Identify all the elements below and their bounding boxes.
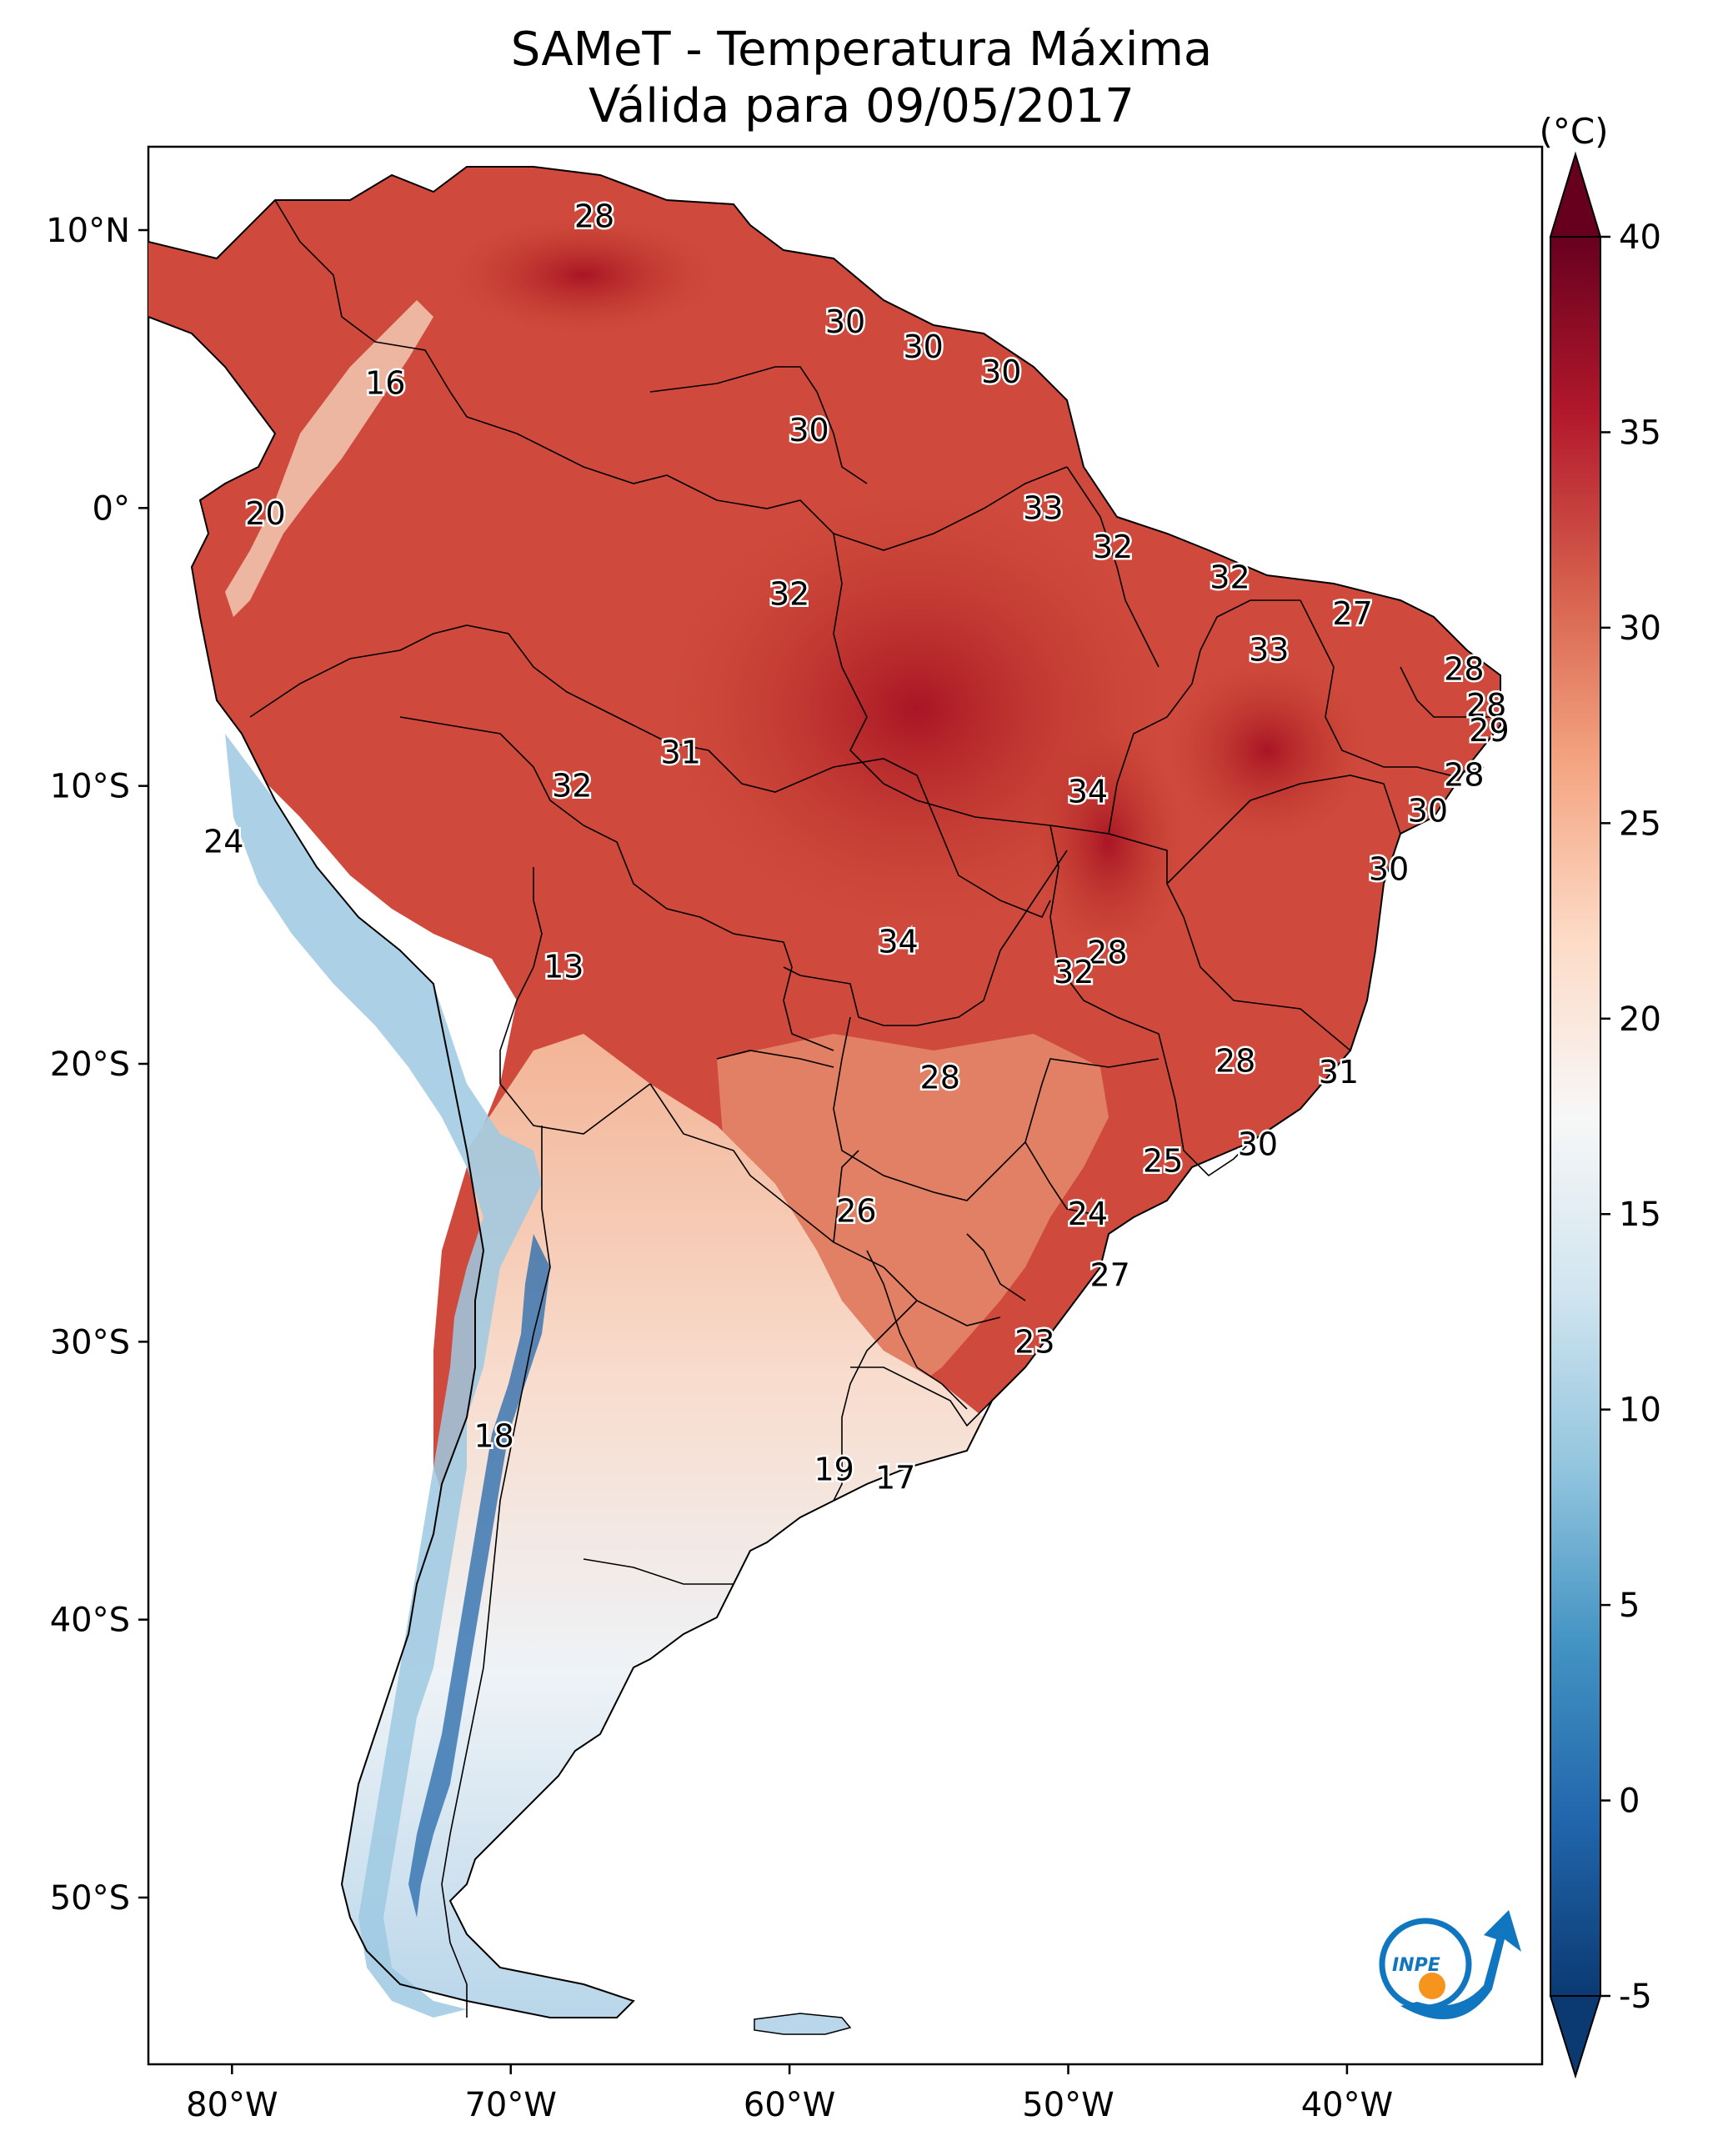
coastline — [148, 166, 1501, 2018]
temperature-label: 27 — [1332, 595, 1372, 632]
temperature-label: 28 — [1444, 756, 1484, 793]
lat-tick-label: 10°S — [50, 768, 130, 806]
temperature-field — [148, 166, 1501, 2035]
field-andes — [225, 734, 542, 2018]
lon-tick-label: 70°W — [464, 2086, 556, 2124]
latitude-axis: 10°N 0° 10°S 20°S 30°S 40°S 50°S — [46, 212, 148, 1918]
temperature-label: 30 — [1369, 851, 1409, 888]
colorbar-tick-label: -5 — [1619, 1978, 1652, 2016]
temperature-label: 32 — [1054, 954, 1094, 990]
colorbar-tick-label: 0 — [1619, 1782, 1640, 1821]
temperature-label: 30 — [1408, 793, 1448, 830]
lat-tick-label: 20°S — [50, 1045, 130, 1084]
hot-core-tocantins — [1034, 725, 1184, 959]
inpe-logo: INPE — [1379, 1910, 1521, 2019]
temperature-label: 16 — [365, 364, 405, 401]
logo-sun-icon — [1419, 1973, 1445, 1999]
temperature-label: 30 — [825, 303, 865, 340]
temperature-label: 33 — [1249, 631, 1289, 668]
temperature-label: 24 — [1068, 1196, 1108, 1232]
temperature-label: 17 — [875, 1460, 915, 1497]
temperature-label: 20 — [245, 495, 285, 532]
falkland-islands — [754, 2013, 852, 2035]
temperature-label: 30 — [1238, 1126, 1278, 1163]
temperature-label: 29 — [1469, 712, 1509, 749]
station-temperature-labels: 2830303030162032333232273328282928303031… — [202, 196, 1512, 1498]
temperature-label: 28 — [1215, 1043, 1255, 1080]
longitude-axis: 80°W 70°W 60°W 50°W 40°W — [186, 2064, 1393, 2124]
temperature-label: 32 — [552, 768, 592, 805]
lon-tick-label: 50°W — [1022, 2086, 1114, 2124]
hot-core-venezuela — [450, 217, 717, 333]
temperature-label: 18 — [473, 1418, 513, 1455]
colorbar-tick-label: 30 — [1619, 609, 1661, 648]
map-title-line1: SAMeT - Temperatura Máxima — [510, 23, 1213, 77]
temperature-label: 31 — [1319, 1054, 1359, 1091]
colorbar-tick-label: 35 — [1619, 414, 1661, 452]
temperature-label: 30 — [981, 353, 1021, 390]
colorbar-tick-label: 40 — [1619, 218, 1661, 257]
temperature-label: 31 — [661, 735, 701, 771]
temperature-label: 28 — [1087, 935, 1127, 971]
map-title-line2: Válida para 09/05/2017 — [589, 79, 1134, 133]
colorbar-gradient — [1550, 236, 1601, 1997]
temperature-label: 13 — [543, 948, 584, 985]
lon-tick-label: 80°W — [186, 2086, 278, 2124]
colorbar-ticks: -5 0 5 10 15 20 25 30 35 40 — [1600, 218, 1661, 2016]
logo-arrow-icon — [1400, 1910, 1521, 2019]
temperature-label: 34 — [1068, 773, 1108, 810]
temperature-label: 28 — [920, 1060, 960, 1096]
lon-tick-label: 60°W — [744, 2086, 835, 2124]
political-borders — [249, 199, 1500, 2018]
lat-tick-label: 50°S — [50, 1879, 130, 1918]
temperature-label: 32 — [769, 576, 809, 613]
lat-tick-label: 40°S — [50, 1602, 130, 1640]
hot-core-northeast — [1167, 659, 1367, 842]
logo-text: INPE — [1392, 1955, 1440, 1976]
colorbar-tick-label: 5 — [1619, 1587, 1640, 1625]
colorbar-tick-label: 10 — [1619, 1391, 1661, 1430]
temperature-label: 32 — [1093, 529, 1133, 565]
temperature-label: 23 — [1014, 1323, 1054, 1360]
temperature-label: 28 — [574, 198, 614, 234]
temperature-label: 34 — [878, 923, 918, 960]
lat-tick-label: 10°N — [46, 212, 130, 250]
colorbar-tick-label: 25 — [1619, 805, 1661, 843]
temperature-label: 19 — [814, 1452, 854, 1488]
temperature-label: 25 — [1143, 1143, 1183, 1180]
temperature-label: 24 — [203, 823, 243, 860]
temperature-label: 27 — [1090, 1256, 1130, 1293]
field-andes-core — [408, 1234, 550, 1918]
colorbar: (°C) -5 0 5 10 15 20 25 30 35 40 — [1539, 111, 1661, 2079]
temperature-label: 30 — [903, 328, 943, 365]
field-colombian-andes — [225, 300, 433, 617]
colorbar-min-extend — [1549, 1995, 1602, 2079]
colorbar-unit-label: (°C) — [1539, 111, 1608, 152]
lat-tick-label: 30°S — [50, 1323, 130, 1361]
temperature-label: 30 — [789, 412, 829, 449]
temperature-label: 33 — [1023, 489, 1063, 526]
temperature-label: 26 — [836, 1193, 876, 1230]
temperature-label: 28 — [1466, 687, 1506, 724]
temperature-label: 28 — [1444, 651, 1484, 688]
continent-south — [342, 1034, 984, 2018]
colorbar-tick-label: 20 — [1619, 1000, 1661, 1039]
temperature-label: 32 — [1210, 559, 1250, 596]
colorbar-max-extend — [1549, 151, 1602, 238]
colorbar-tick-label: 15 — [1619, 1196, 1661, 1234]
lat-tick-label: 0° — [93, 489, 130, 528]
lon-tick-label: 40°W — [1301, 2086, 1393, 2124]
